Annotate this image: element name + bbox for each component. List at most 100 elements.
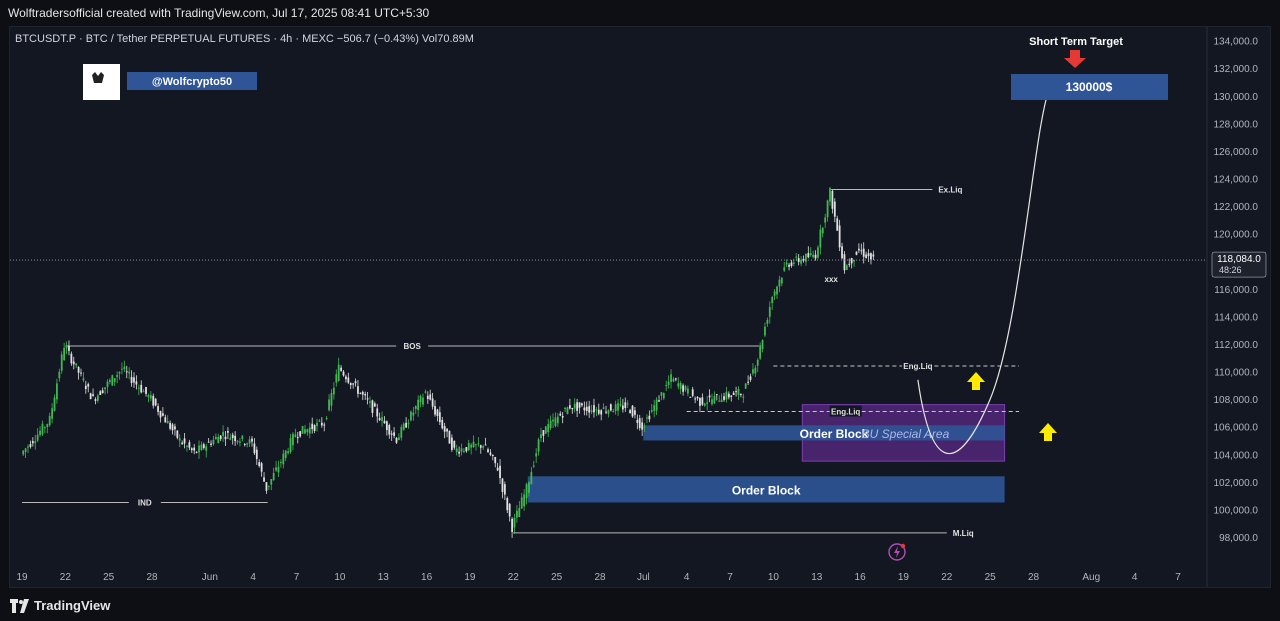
candle-body xyxy=(407,423,410,425)
candle-body xyxy=(629,410,632,414)
candle-body xyxy=(164,417,167,423)
y-tick-label: 110,000.0 xyxy=(1214,368,1258,379)
candle-body xyxy=(636,419,639,423)
candle-body xyxy=(443,426,446,432)
candle-body xyxy=(614,404,617,412)
candle-body xyxy=(181,442,184,444)
candle-body xyxy=(593,405,595,413)
candle-body xyxy=(727,393,730,398)
candle-body xyxy=(51,408,54,419)
candle-body xyxy=(263,477,265,482)
candle-body xyxy=(807,253,810,258)
candle-body xyxy=(819,229,822,248)
candle-body xyxy=(417,399,420,411)
y-tick-label: 128,000.0 xyxy=(1214,119,1259,130)
candle-body xyxy=(282,453,285,465)
candle-body xyxy=(316,422,318,427)
candle-body xyxy=(650,410,653,412)
candle-body xyxy=(788,264,790,267)
candle-body xyxy=(202,444,205,448)
candle-body xyxy=(780,277,783,284)
candle-body xyxy=(711,399,713,405)
target-caption: Short Term Target xyxy=(1029,36,1123,48)
candle-body xyxy=(809,253,812,255)
candle-body xyxy=(157,406,159,412)
x-tick-label: 22 xyxy=(941,572,953,583)
candle-body xyxy=(463,450,465,452)
candle-body xyxy=(588,406,591,413)
x-tick-label: 28 xyxy=(1028,572,1040,583)
candle-body xyxy=(323,424,326,426)
candle-body xyxy=(870,253,872,260)
candle-body xyxy=(373,403,376,407)
candle-body xyxy=(366,398,369,400)
candle-body xyxy=(573,403,576,409)
countdown-label: 48:26 xyxy=(1219,265,1242,275)
candle-body xyxy=(549,420,552,429)
candle-body xyxy=(749,376,752,380)
candle-body xyxy=(817,247,819,258)
candle-body xyxy=(318,420,321,422)
x-tick-label: 4 xyxy=(684,572,690,583)
candle-body xyxy=(335,374,338,383)
target-box xyxy=(1011,74,1168,100)
symbol-header: BTCUSDT.P · BTC / Tether PERPETUAL FUTUR… xyxy=(15,33,474,45)
level-label-bg xyxy=(829,405,862,417)
candle-body xyxy=(814,254,817,259)
candle-body xyxy=(347,377,350,383)
candle-body xyxy=(301,426,304,434)
candle-body xyxy=(152,395,155,406)
candle-body xyxy=(229,437,232,440)
candle-body xyxy=(831,190,834,209)
candle-body xyxy=(566,407,569,414)
candle-body xyxy=(742,396,745,398)
candle-body xyxy=(805,253,807,262)
candle-body xyxy=(80,372,82,374)
candle-body xyxy=(133,377,135,383)
candle-body xyxy=(446,428,448,432)
candle-body xyxy=(829,188,831,202)
candle-body xyxy=(771,297,774,304)
candle-body xyxy=(491,454,494,456)
candle-body xyxy=(487,449,489,453)
tradingview-logo[interactable]: TradingView xyxy=(10,598,110,613)
candle-body xyxy=(537,439,540,452)
candle-body xyxy=(723,396,725,400)
y-tick-label: 116,000.0 xyxy=(1214,285,1258,296)
candle-body xyxy=(130,376,133,383)
price-chart[interactable]: 134,000.0 132,000.0 130,000.0 128,000.0 126,… xyxy=(0,0,1280,592)
x-tick-label: 22 xyxy=(60,572,72,583)
candle-body xyxy=(267,485,270,487)
candle-body xyxy=(385,421,388,430)
candle-body xyxy=(60,354,63,371)
candle-body xyxy=(171,424,174,431)
candle-body xyxy=(540,434,542,439)
candle-body xyxy=(438,412,441,423)
candle-body xyxy=(116,375,119,377)
candle-body xyxy=(77,366,80,373)
special-area-label: BU Special Area xyxy=(862,427,950,441)
candle-body xyxy=(682,385,684,392)
candle-body xyxy=(342,371,345,376)
candle-body xyxy=(207,441,210,443)
candle-body xyxy=(104,387,106,390)
candle-body xyxy=(506,498,509,511)
y-tick-label: 134,000.0 xyxy=(1214,37,1259,48)
candle-body xyxy=(431,398,434,407)
candle-body xyxy=(578,402,581,408)
candle-body xyxy=(621,405,624,410)
candle-body xyxy=(441,419,444,429)
candle-body xyxy=(186,445,188,447)
wolf-logo-icon xyxy=(92,72,104,83)
candle-body xyxy=(200,444,203,451)
candle-body xyxy=(694,398,697,400)
candle-body xyxy=(860,250,863,252)
candle-body xyxy=(617,403,619,411)
candle-body xyxy=(434,406,436,415)
candle-body xyxy=(306,429,309,433)
candle-body xyxy=(525,484,528,499)
candle-body xyxy=(41,423,44,435)
candle-body xyxy=(72,361,75,365)
candle-body xyxy=(390,433,393,435)
x-tick-label: 4 xyxy=(250,572,256,583)
